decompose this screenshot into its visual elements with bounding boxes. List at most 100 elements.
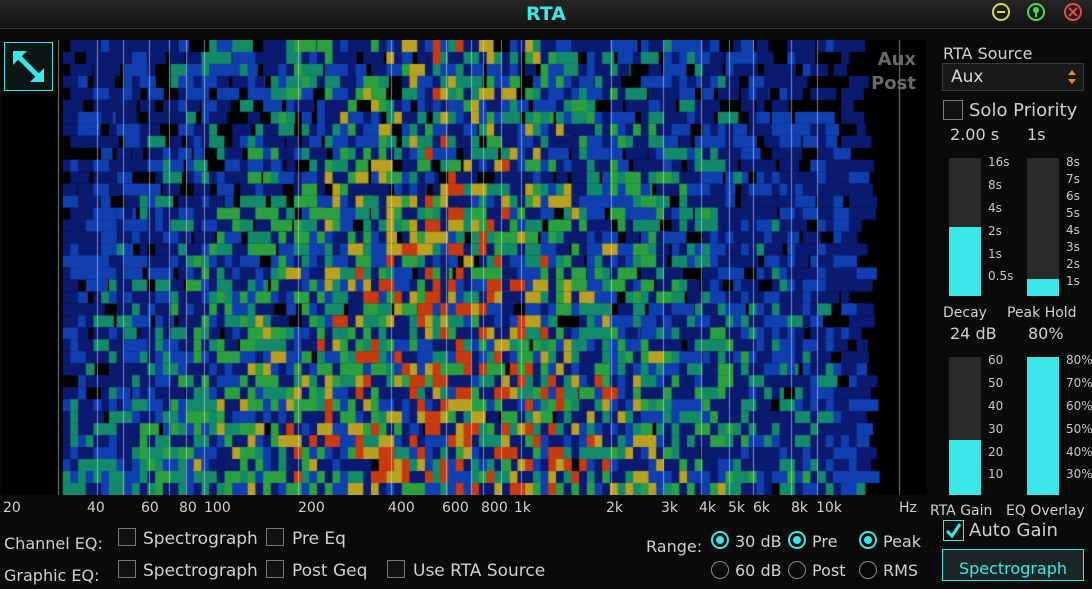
rms-label[interactable]: RMS — [883, 561, 918, 580]
minimize-icon[interactable] — [992, 3, 1010, 21]
freq-label: 20 — [3, 500, 21, 516]
freq-label: 8k — [791, 500, 808, 516]
decay-tick: 16s — [988, 155, 1010, 169]
decay-tick: 1s — [988, 247, 1002, 261]
range-30db-label[interactable]: 30 dB — [735, 532, 782, 551]
freq-label: 3k — [661, 500, 678, 516]
eq-overlay-tick: 30% — [1066, 467, 1092, 481]
source-label: Aux Post — [871, 48, 916, 96]
eq-overlay-tick: 80% — [1066, 353, 1092, 367]
graphic-eq-spectrograph-checkbox[interactable] — [118, 560, 136, 578]
use-rta-source-label[interactable]: Use RTA Source — [413, 561, 545, 581]
rms-radio[interactable] — [859, 561, 877, 579]
freq-unit-label: Hz — [899, 500, 917, 516]
peak-hold-label: Peak Hold — [1007, 305, 1077, 321]
spectrograph-button[interactable]: Spectrograph — [942, 549, 1084, 581]
close-icon[interactable] — [1064, 3, 1082, 21]
spectrograph-canvas — [1, 40, 926, 495]
range-label: Range: — [646, 537, 702, 556]
decay-slider[interactable] — [949, 158, 981, 296]
pin-icon[interactable] — [1027, 3, 1045, 21]
rta-source-select[interactable]: Aux — [942, 63, 1084, 91]
freq-label: 1k — [514, 500, 531, 516]
freq-label: 40 — [87, 500, 105, 516]
eq-overlay-value: 80% — [1028, 324, 1064, 343]
peak-hold-tick: 7s — [1066, 172, 1080, 186]
freq-label: 600 — [442, 500, 469, 516]
solo-priority-checkbox[interactable] — [943, 100, 963, 120]
graphic-eq-spectrograph-label[interactable]: Spectrograph — [143, 561, 258, 581]
range-30db-radio[interactable] — [711, 531, 729, 549]
graphic-eq-label: Graphic EQ: — [4, 566, 100, 585]
freq-label: 4k — [699, 500, 716, 516]
rta-source-label: RTA Source — [943, 44, 1032, 63]
decay-tick: 2s — [988, 224, 1002, 238]
solo-priority-label[interactable]: Solo Priority — [969, 100, 1077, 121]
peak-hold-slider[interactable] — [1027, 158, 1059, 296]
range-60db-label[interactable]: 60 dB — [735, 561, 782, 580]
eq-overlay-label: EQ Overlay — [1006, 503, 1085, 519]
pre-label[interactable]: Pre — [812, 532, 837, 551]
decay-tick: 4s — [988, 201, 1002, 215]
eq-overlay-tick: 40% — [1066, 445, 1092, 459]
post-radio[interactable] — [788, 561, 806, 579]
channel-eq-label: Channel EQ: — [4, 534, 103, 553]
channel-eq-spectrograph-checkbox[interactable] — [118, 528, 136, 546]
title-bar: RTA — [0, 0, 1092, 29]
post-label[interactable]: Post — [812, 561, 845, 580]
eq-overlay-slider-fill — [1027, 357, 1059, 495]
expand-button[interactable] — [4, 42, 53, 91]
window-title: RTA — [0, 3, 1092, 25]
peak-label[interactable]: Peak — [883, 532, 921, 551]
freq-label: 800 — [481, 500, 508, 516]
peak-hold-tick: 6s — [1066, 189, 1080, 203]
peak-hold-tick: 5s — [1066, 206, 1080, 220]
use-rta-source-checkbox[interactable] — [387, 560, 405, 578]
decay-value: 2.00 s — [950, 125, 999, 144]
freq-label: 5k — [728, 500, 745, 516]
eq-overlay-tick: 50% — [1066, 422, 1092, 436]
auto-gain-label[interactable]: Auto Gain — [969, 520, 1058, 541]
spectrograph-plot[interactable]: Aux Post — [1, 40, 926, 495]
peak-hold-slider-fill — [1027, 279, 1059, 296]
peak-hold-tick: 3s — [1066, 240, 1080, 254]
peak-radio[interactable] — [859, 531, 877, 549]
peak-hold-tick: 8s — [1066, 155, 1080, 169]
rta-gain-tick: 50 — [988, 376, 1003, 390]
rta-gain-slider-fill — [949, 440, 981, 495]
rta-gain-tick: 20 — [988, 445, 1003, 459]
decay-slider-fill — [949, 227, 981, 296]
expand-icon — [5, 43, 52, 90]
peak-hold-tick: 4s — [1066, 223, 1080, 237]
post-geq-checkbox[interactable] — [266, 560, 284, 578]
rta-gain-label: RTA Gain — [930, 503, 992, 519]
auto-gain-checkbox[interactable] — [943, 520, 964, 541]
range-60db-radio[interactable] — [711, 561, 729, 579]
peak-hold-tick: 1s — [1066, 274, 1080, 288]
eq-overlay-slider[interactable] — [1027, 357, 1059, 495]
checkmark-icon — [944, 521, 963, 540]
pre-eq-checkbox[interactable] — [266, 528, 284, 546]
rta-gain-tick: 10 — [988, 467, 1003, 481]
rta-gain-tick: 40 — [988, 399, 1003, 413]
rta-gain-value: 24 dB — [950, 324, 997, 343]
peak-hold-value: 1s — [1027, 125, 1046, 144]
post-geq-label[interactable]: Post Geq — [292, 561, 367, 581]
freq-label: 10k — [816, 500, 842, 516]
rta-gain-tick: 60 — [988, 353, 1003, 367]
channel-eq-spectrograph-label[interactable]: Spectrograph — [143, 529, 258, 549]
pre-radio[interactable] — [788, 531, 806, 549]
freq-label: 200 — [298, 500, 325, 516]
freq-label: 80 — [179, 500, 197, 516]
rta-gain-slider[interactable] — [949, 357, 981, 495]
peak-hold-tick: 2s — [1066, 257, 1080, 271]
decay-tick: 8s — [988, 178, 1002, 192]
eq-overlay-tick: 70% — [1066, 376, 1092, 390]
select-arrows-icon — [1067, 68, 1077, 86]
freq-label: 100 — [204, 500, 231, 516]
decay-label: Decay — [943, 305, 987, 321]
freq-label: 6k — [753, 500, 770, 516]
pre-eq-label[interactable]: Pre Eq — [292, 529, 346, 549]
rta-gain-tick: 30 — [988, 422, 1003, 436]
eq-overlay-tick: 60% — [1066, 399, 1092, 413]
